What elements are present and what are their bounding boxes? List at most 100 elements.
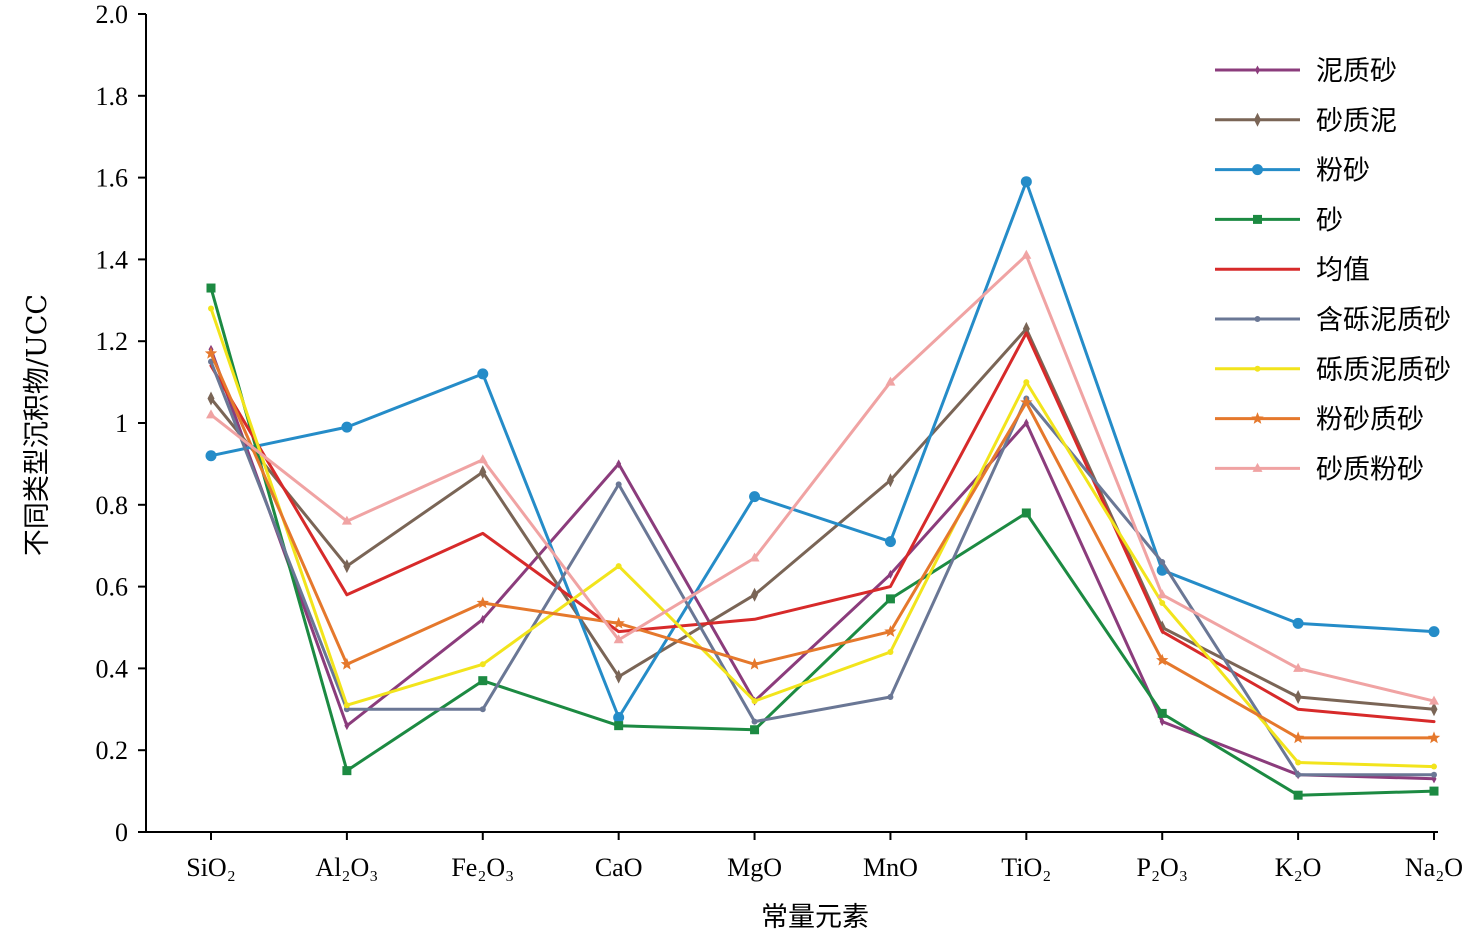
legend-label: 含砾泥质砂 (1316, 305, 1451, 336)
series-3-point (1020, 176, 1032, 188)
series-9-point (1429, 695, 1439, 705)
series-1-point (1023, 418, 1029, 428)
series-3-point (1428, 626, 1440, 638)
series-6-line (209, 360, 1436, 777)
y-tick-label: 1 (115, 409, 128, 438)
legend-swatch-marker (1252, 462, 1263, 472)
series-7-point (343, 702, 350, 709)
series-8-point (1291, 731, 1305, 744)
series-9-point (1021, 249, 1032, 259)
series-layer (204, 176, 1441, 800)
series-9-point (749, 552, 760, 562)
series-7 (208, 305, 1437, 770)
x-axis-title: 常量元素 (761, 902, 869, 933)
y-tick-label: 0.4 (96, 654, 129, 683)
series-9-point (1157, 589, 1168, 599)
series-7-point (1295, 759, 1302, 766)
series-6-point (751, 718, 758, 725)
x-tick-label: Na₂O (1405, 853, 1463, 882)
x-tick-label: MnO (863, 853, 918, 882)
series-2 (207, 321, 1438, 717)
legend-label: 泥质砂 (1316, 56, 1397, 87)
legend-item: 均值 (1215, 255, 1370, 286)
x-tick-label: TiO₂ (1001, 853, 1051, 882)
series-4-point (1429, 786, 1439, 796)
y-tick-label: 0 (115, 818, 128, 847)
series-3-point (205, 450, 217, 462)
series-8-point (748, 657, 761, 670)
series-7-point (1023, 379, 1030, 386)
series-1-point (616, 459, 622, 469)
series-8-point (612, 616, 625, 629)
legend-label: 粉砂 (1316, 156, 1370, 187)
legend-item: 粉砂质砂 (1215, 405, 1424, 436)
series-7-point (751, 698, 758, 705)
legend-label: 均值 (1316, 255, 1370, 286)
series-3-point (613, 711, 625, 723)
series-1-point (1159, 717, 1165, 727)
series-4-point (1021, 508, 1031, 518)
series-8-line (209, 352, 1436, 740)
series-8-point (1156, 653, 1169, 666)
series-6 (208, 358, 1437, 778)
legend-swatch-marker (1254, 365, 1261, 372)
series-8-point (340, 657, 354, 670)
y-tick-label: 0.8 (96, 491, 129, 520)
legend-item: 泥质砂 (1215, 56, 1397, 87)
series-7-point (479, 661, 486, 668)
series-3 (205, 176, 1440, 723)
legend-item: 砂 (1215, 205, 1343, 236)
series-1-point (887, 569, 893, 579)
series-3-point (749, 491, 761, 503)
series-2-point (615, 669, 623, 684)
legend-swatch-marker (1251, 412, 1264, 424)
legend-item: 砂质粉砂 (1215, 454, 1424, 485)
series-9-point (1293, 662, 1304, 672)
x-tick-label: K₂O (1275, 853, 1322, 882)
legend-swatch-marker (1252, 164, 1263, 176)
series-9-point (885, 376, 896, 386)
series-2-point (1022, 321, 1030, 336)
series-3-point (884, 536, 896, 548)
series-3-point (341, 421, 353, 433)
series-2-line (209, 327, 1436, 711)
legend-item: 砂质泥 (1215, 106, 1397, 137)
series-2-point (751, 587, 759, 602)
legend-label: 砂质泥 (1316, 106, 1397, 137)
y-tick-label: 1.8 (96, 82, 129, 111)
series-4-line (209, 286, 1436, 797)
series-2-point (1294, 690, 1302, 705)
series-6-point (1159, 559, 1166, 566)
legend-label: 粉砂质砂 (1316, 405, 1424, 436)
series-6-point (887, 694, 894, 701)
series-2-point (1430, 702, 1438, 717)
x-tick-label: Al₂O₃ (315, 853, 378, 882)
series-6-point (479, 706, 486, 713)
legend-label: 砾质泥质砂 (1316, 355, 1451, 386)
series-3-point (1292, 617, 1304, 629)
series-9 (206, 249, 1439, 705)
series-2-point (886, 473, 894, 488)
y-tick-label: 1.6 (96, 164, 129, 193)
legend-item: 含砾泥质砂 (1215, 305, 1451, 336)
series-8-point (1020, 396, 1033, 408)
series-4-point (206, 283, 216, 293)
legend-item: 粉砂 (1215, 156, 1370, 187)
series-9-point (341, 515, 352, 525)
legend-label: 砂 (1316, 205, 1343, 236)
series-2-point (479, 465, 487, 480)
series-7-point (887, 649, 894, 656)
y-tick-label: 0.6 (96, 573, 129, 602)
y-tick-label: 1.4 (96, 245, 129, 274)
series-9-point (613, 634, 624, 644)
legend-item: 砾质泥质砂 (1215, 355, 1451, 386)
series-1-line (209, 347, 1436, 781)
series-6-point (1431, 771, 1437, 778)
x-tick-label: MgO (727, 853, 782, 882)
series-9-point (206, 409, 216, 419)
y-axis-title: 不同类型沉积物/UCC (22, 294, 53, 556)
series-4-point (614, 721, 624, 731)
